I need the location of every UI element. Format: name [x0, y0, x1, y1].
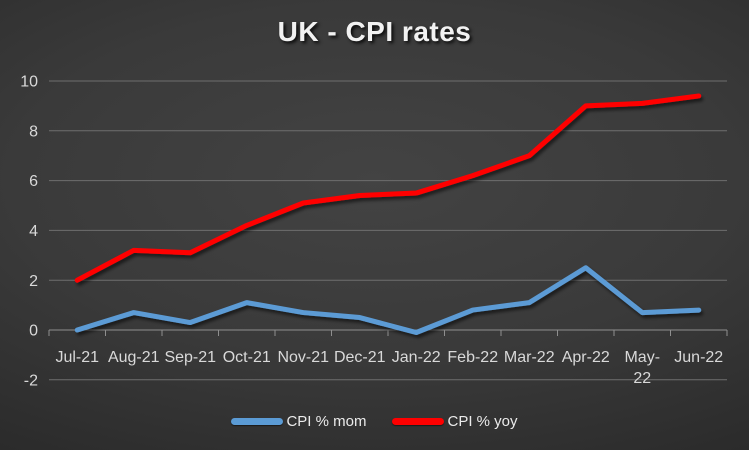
- x-tick-label: May-: [624, 349, 660, 366]
- y-tick-label: 4: [29, 223, 38, 240]
- cpi-mom-line: [74, 265, 702, 335]
- chart-title: UK - CPI rates: [277, 16, 472, 47]
- y-tick-label: 6: [29, 173, 38, 190]
- legend-label-cpi-mom: CPI % mom: [286, 412, 367, 430]
- y-tick-label: 10: [20, 74, 38, 91]
- cpi-yoy-line: [74, 93, 702, 283]
- x-tick-label: Dec-21: [334, 349, 386, 366]
- x-tick-label: 22: [633, 370, 651, 387]
- x-tick-label: Apr-22: [562, 349, 610, 366]
- legend-item-cpi-yoy[interactable]: CPI % yoy: [392, 412, 518, 430]
- legend: CPI % mom CPI % yoy: [0, 411, 749, 431]
- cpi-yoy-line-swatch: [392, 417, 445, 425]
- x-tick-label: Jan-22: [392, 349, 441, 366]
- x-tick-label: Jul-21: [55, 349, 99, 366]
- x-tick-label: Mar-22: [504, 349, 555, 366]
- x-tick-label: Sep-21: [164, 349, 216, 366]
- x-tick-label: Aug-21: [108, 349, 160, 366]
- x-tick-label: Feb-22: [447, 349, 498, 366]
- cpi-mom-line-swatch: [231, 417, 284, 425]
- legend-label-cpi-yoy: CPI % yoy: [447, 412, 518, 430]
- x-tick-label: Jun-22: [674, 349, 723, 366]
- y-tick-label: 2: [29, 273, 38, 290]
- x-tick-label: Nov-21: [277, 349, 329, 366]
- y-tick-label: -2: [24, 372, 38, 389]
- legend-item-cpi-mom[interactable]: CPI % mom: [231, 413, 366, 430]
- y-tick-label: 8: [29, 123, 38, 140]
- x-tick-label: Oct-21: [223, 349, 271, 366]
- y-tick-label: 0: [29, 323, 38, 340]
